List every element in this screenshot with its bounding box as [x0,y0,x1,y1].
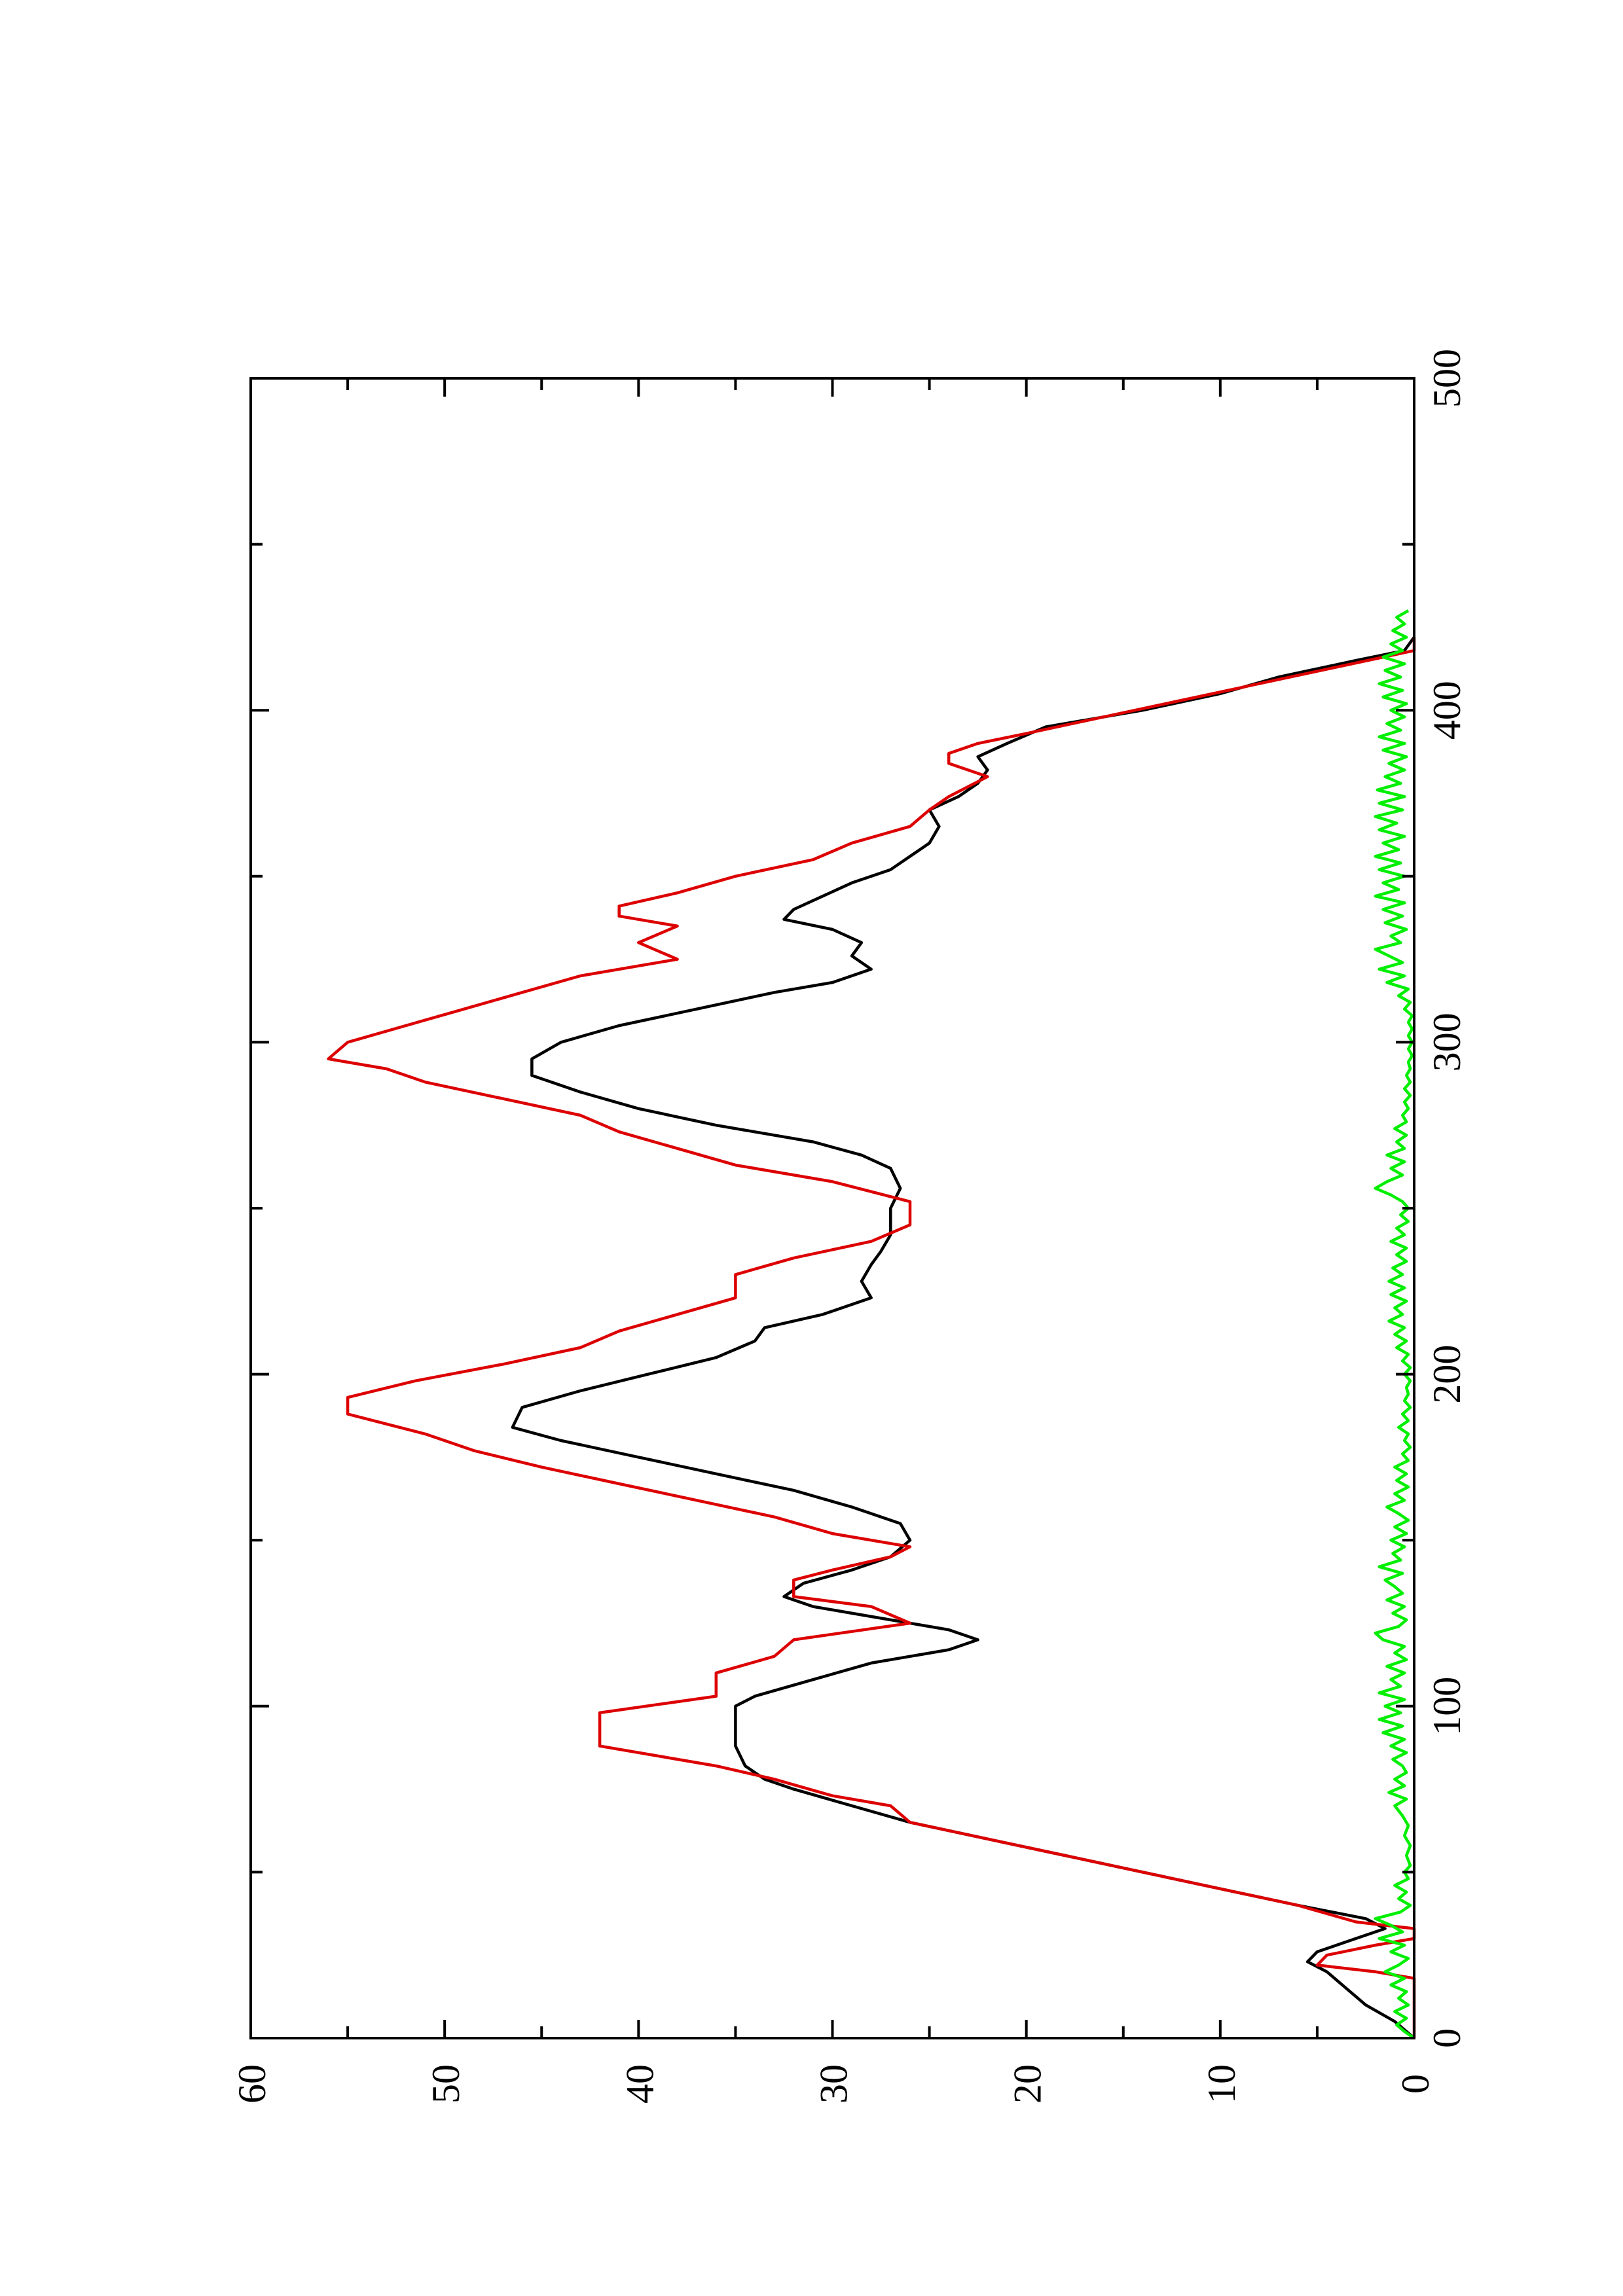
x-tick-label: 300 [1425,1013,1468,1071]
series-line-black [511,636,1415,2039]
y-tick-label: 50 [424,2064,467,2104]
x-tick-label: 0 [1425,2028,1468,2048]
series-line-red [327,637,1416,2038]
series-line-green [1374,609,1415,2039]
x-tick-label: 500 [1425,349,1468,408]
plot-frame [249,377,1415,2039]
y-tick-label: 10 [1200,2064,1243,2104]
series-layer [327,609,1416,2039]
y-tick-label: 60 [230,2064,274,2104]
y-tick-label: 0 [1394,2074,1437,2094]
tick-layer: 0 100 200 300 400 500 0 10 20 30 40 50 60 [230,349,1468,2104]
y-tick-label: 20 [1006,2064,1049,2104]
y-tick-label: 40 [618,2064,661,2104]
x-tick-label: 100 [1425,1677,1468,1736]
x-tick-label: 400 [1425,681,1468,740]
x-tick-label: 200 [1425,1345,1468,1404]
y-tick-label: 30 [812,2064,856,2104]
